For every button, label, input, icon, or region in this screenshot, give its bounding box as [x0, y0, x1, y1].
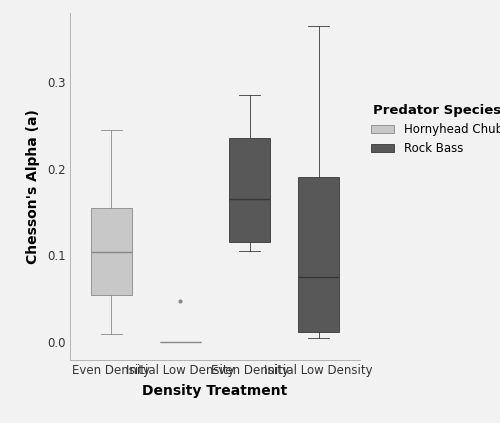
- Bar: [229, 138, 270, 242]
- X-axis label: Density Treatment: Density Treatment: [142, 384, 288, 398]
- Y-axis label: Chesson's Alpha (a): Chesson's Alpha (a): [26, 109, 40, 264]
- Bar: [298, 178, 340, 332]
- Bar: [90, 208, 132, 294]
- Legend: Hornyhead Chub, Rock Bass: Hornyhead Chub, Rock Bass: [366, 99, 500, 159]
